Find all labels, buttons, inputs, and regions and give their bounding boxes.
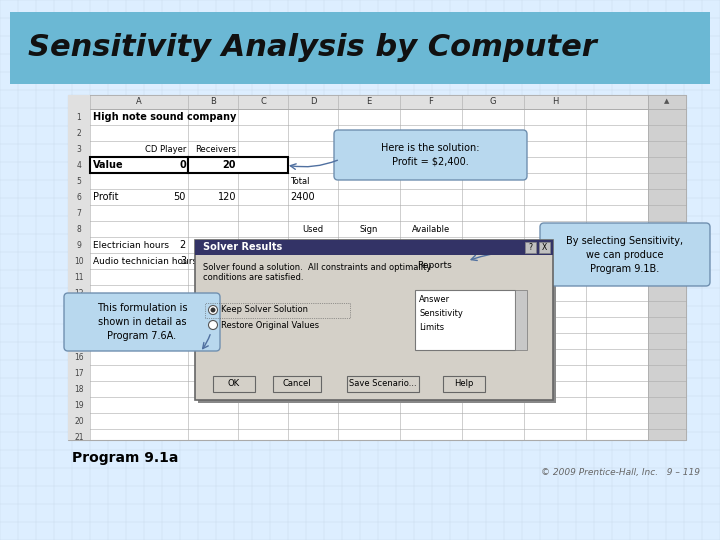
Text: 3: 3 (76, 145, 81, 153)
Text: CD Player: CD Player (145, 145, 186, 153)
Text: ?: ? (528, 243, 533, 252)
Text: G: G (490, 98, 496, 106)
Text: Solver found a solution.  All constraints and optimality: Solver found a solution. All constraints… (203, 262, 431, 272)
FancyBboxPatch shape (64, 293, 220, 351)
Text: 2: 2 (76, 129, 81, 138)
Text: 11: 11 (74, 273, 84, 281)
Text: Receivers: Receivers (195, 145, 236, 153)
FancyBboxPatch shape (525, 242, 536, 253)
Text: 20: 20 (222, 160, 236, 170)
FancyBboxPatch shape (539, 242, 550, 253)
Text: B: B (210, 98, 216, 106)
Text: 10: 10 (74, 256, 84, 266)
Text: 1: 1 (230, 256, 236, 266)
FancyBboxPatch shape (195, 240, 553, 255)
Text: Sign: Sign (360, 225, 378, 233)
Text: <=: <= (361, 256, 377, 266)
Text: By selecting Sensitivity,
we can produce
Program 9.1B.: By selecting Sensitivity, we can produce… (567, 235, 683, 273)
Text: Cancel: Cancel (283, 380, 311, 388)
Text: 19: 19 (74, 401, 84, 409)
Text: 8: 8 (76, 225, 81, 233)
Text: Solver Results: Solver Results (203, 242, 282, 253)
Text: 9: 9 (76, 240, 81, 249)
Text: 4: 4 (230, 240, 236, 250)
Text: Keep Solver Solution: Keep Solver Solution (221, 306, 308, 314)
Text: Total: Total (290, 177, 310, 186)
Text: Answer: Answer (419, 295, 450, 305)
Text: 80: 80 (307, 240, 319, 250)
Text: 13: 13 (74, 305, 84, 314)
Text: Used: Used (302, 225, 323, 233)
FancyBboxPatch shape (195, 240, 553, 400)
Text: 21: 21 (74, 433, 84, 442)
Text: Electrician hours: Electrician hours (93, 240, 169, 249)
FancyBboxPatch shape (68, 95, 686, 440)
Text: 18: 18 (74, 384, 84, 394)
Text: © 2009 Prentice-Hall, Inc.   9 – 119: © 2009 Prentice-Hall, Inc. 9 – 119 (541, 468, 700, 476)
FancyBboxPatch shape (648, 95, 686, 440)
Text: 6: 6 (76, 192, 81, 201)
FancyBboxPatch shape (443, 376, 485, 392)
FancyBboxPatch shape (213, 376, 255, 392)
Text: C: C (260, 98, 266, 106)
Text: 0: 0 (179, 160, 186, 170)
FancyBboxPatch shape (540, 223, 710, 286)
Text: D: D (310, 98, 316, 106)
FancyBboxPatch shape (415, 290, 515, 350)
Text: Help: Help (454, 380, 474, 388)
Text: Reports: Reports (417, 260, 451, 269)
Text: OK: OK (228, 380, 240, 388)
Text: 15: 15 (74, 336, 84, 346)
Circle shape (209, 306, 217, 314)
Text: 1: 1 (76, 112, 81, 122)
Text: 7: 7 (76, 208, 81, 218)
Text: 2: 2 (180, 240, 186, 250)
Text: X: X (542, 243, 547, 252)
Text: Audio technician hours: Audio technician hours (93, 256, 197, 266)
Text: This formulation is
shown in detail as
Program 7.6A.: This formulation is shown in detail as P… (96, 303, 187, 341)
Circle shape (210, 307, 215, 313)
Text: 20: 20 (74, 416, 84, 426)
Text: E: E (366, 98, 372, 106)
Text: Sensitivity Analysis by Computer: Sensitivity Analysis by Computer (28, 33, 597, 63)
FancyBboxPatch shape (188, 157, 288, 173)
Text: Value: Value (93, 160, 124, 170)
Text: conditions are satisfied.: conditions are satisfied. (203, 273, 304, 282)
FancyBboxPatch shape (10, 12, 710, 84)
Text: 3: 3 (180, 256, 186, 266)
FancyBboxPatch shape (515, 290, 527, 350)
FancyBboxPatch shape (347, 376, 419, 392)
Text: 120: 120 (217, 192, 236, 202)
Text: Sensitivity: Sensitivity (419, 309, 463, 319)
Text: F: F (428, 98, 433, 106)
Text: 4: 4 (76, 160, 81, 170)
Text: H: H (552, 98, 558, 106)
Text: ▲: ▲ (665, 98, 670, 104)
Text: Limits: Limits (419, 323, 444, 333)
Text: Here is the solution:
Profit = $2,400.: Here is the solution: Profit = $2,400. (382, 143, 480, 167)
Text: 2400: 2400 (290, 192, 315, 202)
Circle shape (209, 321, 217, 329)
FancyBboxPatch shape (68, 95, 686, 109)
Text: A: A (136, 98, 142, 106)
Text: <=: <= (361, 240, 377, 250)
Text: Program 9.1a: Program 9.1a (72, 451, 179, 465)
Text: 16: 16 (74, 353, 84, 361)
Text: 50: 50 (174, 192, 186, 202)
Text: 17: 17 (74, 368, 84, 377)
FancyBboxPatch shape (198, 243, 556, 403)
Text: Restore Original Values: Restore Original Values (221, 321, 319, 329)
FancyBboxPatch shape (273, 376, 321, 392)
Text: 14: 14 (74, 321, 84, 329)
FancyBboxPatch shape (68, 95, 90, 440)
Text: High note sound company: High note sound company (93, 112, 236, 122)
Text: Available: Available (412, 225, 450, 233)
Text: Profit: Profit (93, 192, 119, 202)
FancyBboxPatch shape (90, 157, 188, 173)
Text: 5: 5 (76, 177, 81, 186)
Text: 12: 12 (74, 288, 84, 298)
Text: 60: 60 (425, 256, 437, 266)
Text: 20: 20 (307, 256, 319, 266)
Text: 80: 80 (425, 240, 437, 250)
